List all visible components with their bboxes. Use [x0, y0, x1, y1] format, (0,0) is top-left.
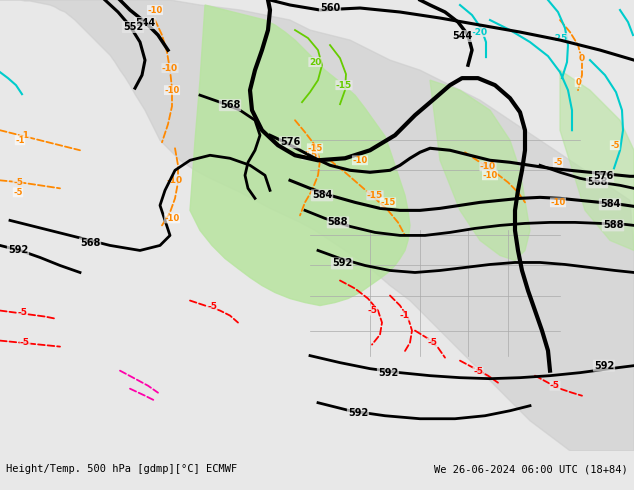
Text: 560: 560 — [320, 3, 340, 13]
Text: -5: -5 — [13, 178, 23, 187]
Text: 0: 0 — [579, 53, 585, 63]
Text: -1: -1 — [400, 311, 410, 320]
Text: 552: 552 — [123, 22, 143, 32]
Text: Height/Temp. 500 hPa [gdmp][°C] ECMWF: Height/Temp. 500 hPa [gdmp][°C] ECMWF — [6, 465, 238, 474]
Text: 20: 20 — [309, 58, 321, 67]
Text: 592: 592 — [332, 258, 352, 269]
Text: 584: 584 — [600, 199, 620, 209]
Text: -5: -5 — [367, 306, 377, 315]
Text: -15: -15 — [380, 198, 396, 207]
Text: 568: 568 — [80, 239, 100, 248]
Text: -10: -10 — [353, 156, 368, 165]
Text: 576: 576 — [593, 172, 613, 181]
Polygon shape — [560, 70, 634, 250]
Polygon shape — [430, 80, 530, 261]
Text: -5: -5 — [207, 302, 217, 311]
Text: -5: -5 — [20, 338, 30, 347]
Text: 592: 592 — [594, 361, 614, 370]
Text: -15: -15 — [367, 191, 383, 200]
Text: 592: 592 — [348, 408, 368, 418]
Text: 592: 592 — [378, 368, 398, 378]
Text: -10: -10 — [164, 214, 179, 223]
Text: 568: 568 — [587, 177, 607, 187]
Text: We 26-06-2024 06:00 UTC (18+84): We 26-06-2024 06:00 UTC (18+84) — [434, 465, 628, 474]
Text: -15: -15 — [307, 144, 323, 153]
Text: -5: -5 — [13, 188, 23, 197]
Text: -10: -10 — [480, 162, 496, 171]
Text: -25: -25 — [552, 34, 568, 43]
Text: -5: -5 — [553, 158, 563, 167]
Text: -15: -15 — [336, 81, 352, 90]
Text: 584: 584 — [312, 190, 332, 200]
Text: -5: -5 — [611, 141, 620, 150]
Text: 568: 568 — [220, 100, 240, 110]
Text: 588: 588 — [603, 220, 623, 230]
Text: 0: 0 — [575, 77, 581, 87]
Polygon shape — [0, 0, 634, 451]
Polygon shape — [190, 5, 410, 306]
Text: -5: -5 — [17, 308, 27, 317]
Text: -10: -10 — [167, 176, 183, 185]
Text: -1: -1 — [15, 136, 25, 145]
Text: -1: -1 — [20, 131, 30, 140]
Text: -5: -5 — [427, 338, 437, 347]
Text: -5: -5 — [550, 381, 560, 390]
Text: -20: -20 — [472, 27, 488, 37]
Text: 544: 544 — [452, 31, 472, 41]
Text: 544: 544 — [135, 18, 155, 28]
Text: -15: -15 — [302, 151, 318, 160]
Text: -5: -5 — [473, 367, 483, 376]
Text: 592: 592 — [8, 245, 28, 255]
Text: -10: -10 — [550, 198, 566, 207]
Text: -10: -10 — [164, 86, 179, 95]
Text: 576: 576 — [280, 137, 300, 147]
Text: -10: -10 — [147, 5, 163, 15]
Text: 588: 588 — [328, 218, 348, 227]
Text: -10: -10 — [482, 171, 498, 180]
Text: -10: -10 — [162, 64, 178, 73]
